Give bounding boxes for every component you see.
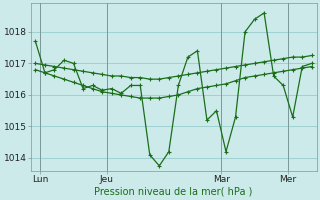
X-axis label: Pression niveau de la mer( hPa ): Pression niveau de la mer( hPa ) <box>94 187 253 197</box>
